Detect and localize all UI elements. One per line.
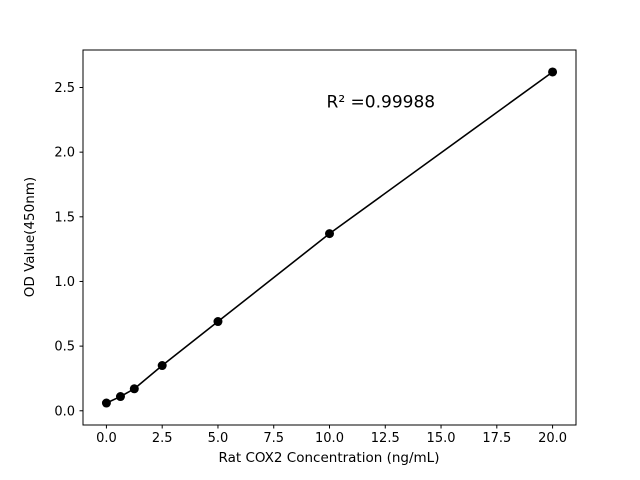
y-tick-label: 2.0: [54, 146, 75, 161]
x-axis-ticks: 0.0 2.5 5.0 7.5 10.0 12.5 15.0 17.5 20.0: [96, 425, 567, 446]
x-tick-label: 15.0: [427, 431, 456, 446]
y-tick-label: 0.0: [54, 404, 75, 419]
x-tick-label: 10.0: [315, 431, 344, 446]
data-point: [129, 384, 139, 394]
x-tick-label: 0.0: [96, 431, 117, 446]
r-squared-annotation: R² =0.99988: [327, 93, 436, 113]
x-tick-label: 2.5: [152, 431, 173, 446]
x-tick-label: 20.0: [538, 431, 567, 446]
data-point: [325, 229, 334, 239]
x-tick-label: 17.5: [482, 431, 511, 446]
x-tick-label: 12.5: [371, 431, 400, 446]
y-axis-label: OD Value(450nm): [22, 177, 38, 297]
x-tick-label: 5.0: [208, 431, 229, 446]
y-tick-label: 1.0: [54, 275, 75, 290]
data-point: [101, 398, 111, 408]
data-point: [548, 67, 558, 77]
x-axis-label: Rat COX2 Concentration (ng/mL): [219, 450, 440, 466]
data-point: [213, 317, 223, 327]
y-axis-ticks: 0.0 0.5 1.0 1.5 2.0 2.5: [54, 81, 83, 419]
x-tick-label: 7.5: [263, 431, 284, 446]
data-point: [157, 361, 167, 371]
y-tick-label: 1.5: [54, 210, 75, 225]
data-point: [115, 392, 125, 402]
y-tick-label: 0.5: [54, 340, 75, 355]
data-points: [101, 67, 558, 408]
y-tick-label: 2.5: [54, 81, 75, 96]
